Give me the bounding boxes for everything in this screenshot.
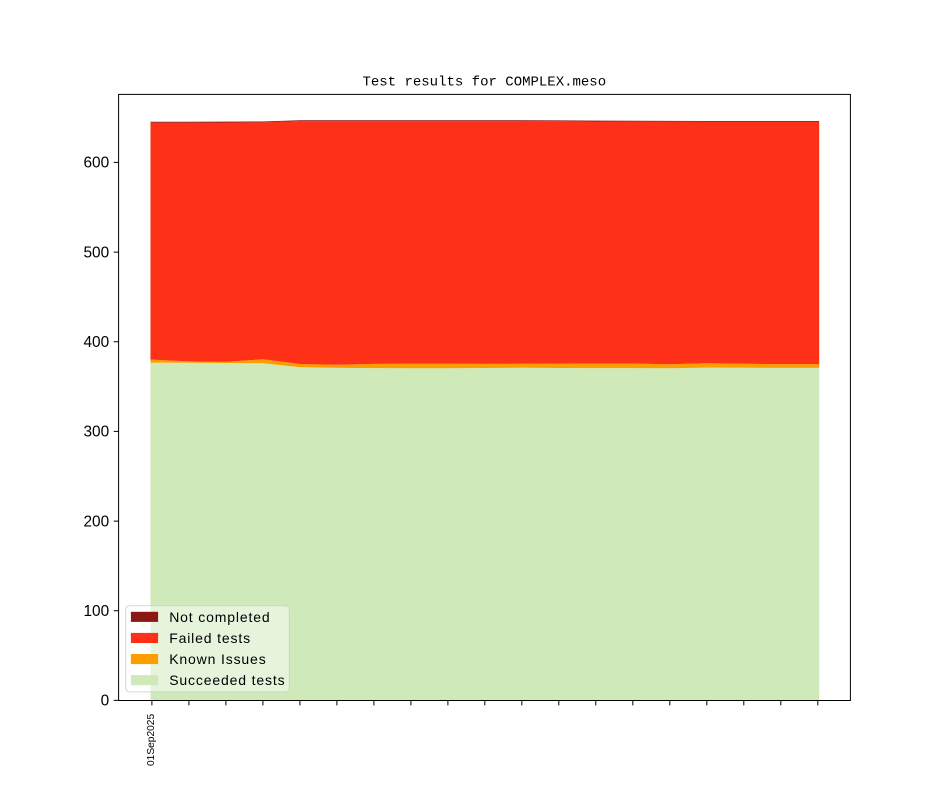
svg-text:200: 200 <box>84 513 110 530</box>
svg-text:500: 500 <box>84 244 110 261</box>
svg-text:0: 0 <box>101 693 110 710</box>
svg-text:Test results for COMPLEX.meso: Test results for COMPLEX.meso <box>362 75 606 91</box>
svg-text:Failed tests: Failed tests <box>169 630 251 646</box>
svg-text:300: 300 <box>84 424 110 441</box>
svg-text:100: 100 <box>84 603 110 620</box>
svg-text:400: 400 <box>84 334 110 351</box>
svg-text:Known Issues: Known Issues <box>169 651 266 667</box>
svg-text:01Sep2025: 01Sep2025 <box>146 714 157 766</box>
svg-text:600: 600 <box>84 155 110 172</box>
svg-text:Succeeded tests: Succeeded tests <box>169 672 285 688</box>
svg-text:Not completed: Not completed <box>169 609 270 625</box>
